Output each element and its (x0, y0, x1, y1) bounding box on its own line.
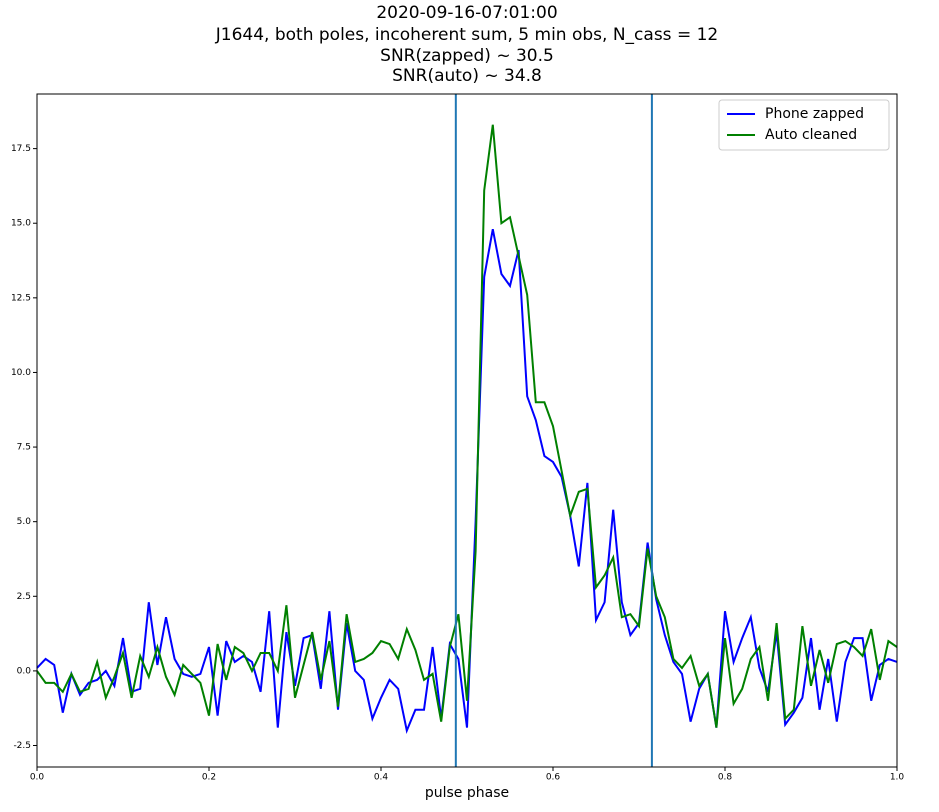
x-tick-label: 1.0 (890, 773, 905, 783)
y-tick-label: 15.0 (11, 219, 31, 229)
x-axis-label: pulse phase (425, 785, 509, 801)
y-tick-label: 10.0 (11, 368, 31, 378)
y-tick-label: 5.0 (17, 517, 32, 527)
chart-title: J1644, both poles, incoherent sum, 5 min… (215, 25, 718, 45)
y-tick-label: 0.0 (17, 666, 32, 676)
series-line (36, 229, 898, 734)
y-tick-label: 17.5 (11, 144, 31, 154)
legend-box (718, 99, 890, 151)
chart-title: 2020-09-16-07:01:00 (376, 3, 557, 23)
x-tick-label: 0.6 (546, 773, 561, 783)
legend-label: Auto cleaned (765, 127, 857, 143)
legend-label: Phone zapped (765, 106, 864, 122)
chart-title: SNR(zapped) ~ 30.5 (380, 46, 554, 66)
x-tick-label: 0.4 (374, 773, 389, 783)
x-tick-label: 0.0 (30, 773, 45, 783)
x-tick-label: 0.8 (718, 773, 733, 783)
plot-frame (36, 93, 898, 768)
y-tick-label: 7.5 (17, 443, 31, 453)
y-tick-label: 12.5 (11, 293, 31, 303)
series-line (36, 124, 898, 728)
x-tick-label: 0.2 (202, 773, 216, 783)
chart-title: SNR(auto) ~ 34.8 (392, 66, 542, 86)
y-tick-label: -2.5 (13, 741, 31, 751)
y-tick-label: 2.5 (17, 592, 31, 602)
